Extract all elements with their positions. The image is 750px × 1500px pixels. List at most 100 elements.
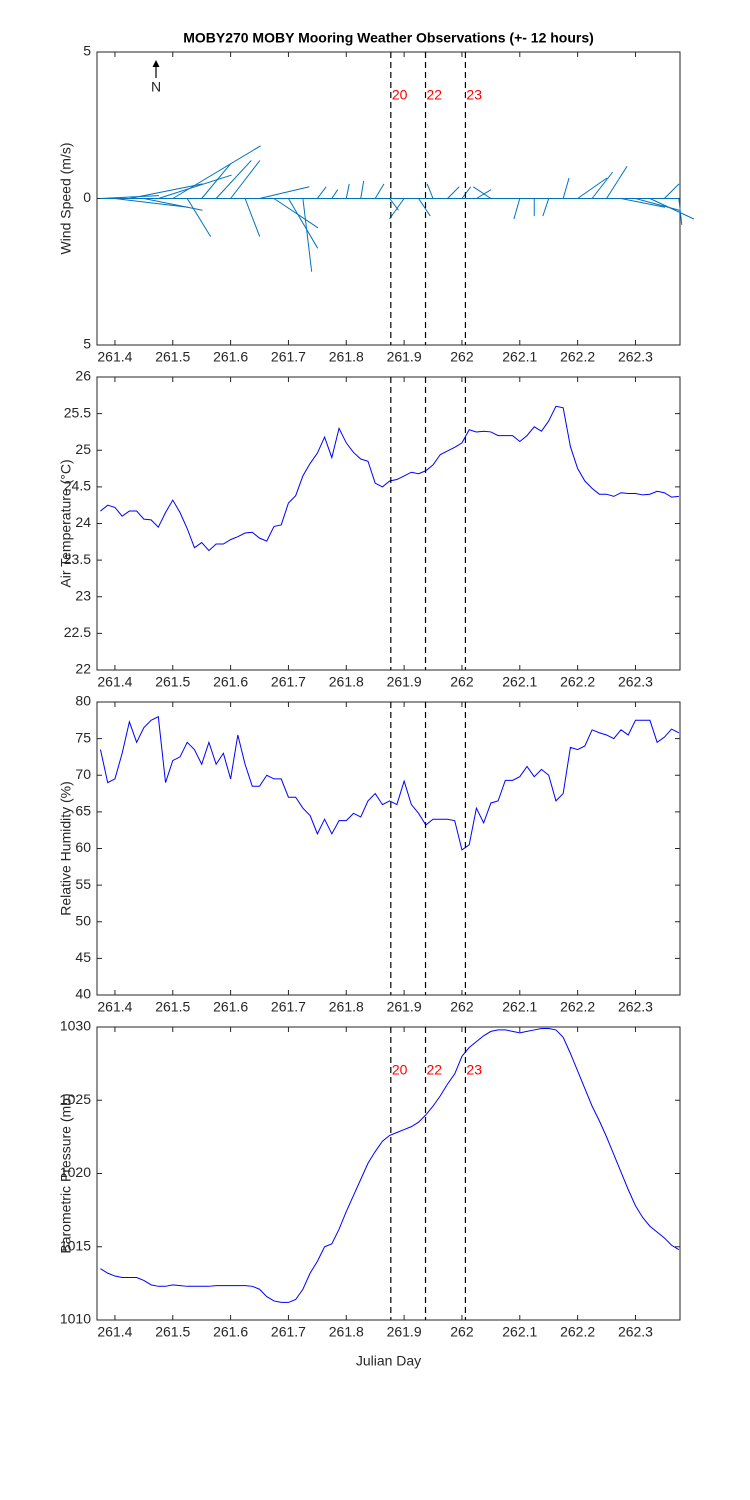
wind-stick [201, 163, 232, 199]
y-axis-label: Barometric Pressure (mb) [58, 1093, 74, 1253]
wind-stick [418, 198, 431, 217]
x-tick-label: 261.6 [213, 674, 248, 690]
wind-stick [158, 174, 232, 199]
y-tick-label: 1015 [60, 1237, 91, 1253]
x-tick-label: 261.9 [387, 999, 422, 1015]
x-tick-label: 261.9 [387, 349, 422, 365]
y-axis-label: Relative Humidity (%) [58, 781, 74, 916]
wind-stick [215, 160, 252, 199]
wind-stick [288, 198, 319, 249]
x-tick-label: 261.7 [271, 674, 306, 690]
y-tick-label: 40 [75, 986, 91, 1002]
y-tick-label: 24 [75, 514, 91, 530]
wind-stick [230, 160, 261, 199]
wind-stick [100, 195, 160, 199]
x-tick-label: 262.1 [502, 674, 537, 690]
wind-stick [664, 183, 680, 199]
wind-stick [360, 180, 365, 199]
y-tick-label: 70 [75, 766, 91, 782]
x-tick-label: 261.7 [271, 1324, 306, 1340]
x-tick-label: 262 [450, 1324, 474, 1340]
x-tick-label: 261.8 [329, 1324, 364, 1340]
x-tick-label: 262.3 [618, 349, 653, 365]
x-tick-label: 261.4 [97, 1324, 132, 1340]
y-axis-label: Wind Speed (m/s) [58, 142, 74, 254]
y-tick-label: 1010 [60, 1311, 91, 1327]
wind-stick [172, 145, 261, 199]
y-tick-label: 1030 [60, 1018, 91, 1034]
wind-stick [389, 198, 405, 220]
plot-frame [96, 1026, 681, 1321]
y-tick-label: 45 [75, 949, 91, 965]
event-label: 23 [466, 87, 482, 103]
y-tick-label: 75 [75, 729, 91, 745]
x-tick-label: 262.1 [502, 1324, 537, 1340]
x-tick-label: 261.5 [155, 999, 190, 1015]
x-tick-label: 261.8 [329, 349, 364, 365]
wind-stick [374, 183, 385, 199]
wind-stick [426, 183, 434, 199]
y-tick-label: 5 [83, 336, 91, 352]
y-tick-label: 23 [75, 587, 91, 603]
x-tick-label: 261.8 [329, 674, 364, 690]
x-tick-label: 261.9 [387, 674, 422, 690]
wind-stick [259, 186, 310, 199]
wind-stick [244, 198, 261, 237]
y-tick-label: 22 [75, 661, 91, 677]
event-label: 22 [427, 87, 443, 103]
x-tick-label: 262.2 [560, 674, 595, 690]
x-tick-label: 261.7 [271, 999, 306, 1015]
data-line [100, 1027, 680, 1303]
y-tick-label: 22.5 [64, 624, 91, 640]
y-tick-label: 1020 [60, 1164, 91, 1180]
wind-stick [331, 189, 339, 199]
x-tick-label: 261.4 [97, 349, 132, 365]
wind-stick [542, 198, 550, 217]
x-tick-label: 261.6 [213, 999, 248, 1015]
x-tick-label: 261.6 [213, 1324, 248, 1340]
x-tick-label: 261.8 [329, 999, 364, 1015]
x-tick-label: 262.1 [502, 999, 537, 1015]
wind-stick [649, 198, 695, 220]
wind-stick [513, 198, 521, 220]
x-tick-label: 262.3 [618, 674, 653, 690]
wind-stick [591, 171, 613, 199]
x-tick-label: 262 [450, 349, 474, 365]
x-tick-label: 261.4 [97, 999, 132, 1015]
chart-title: MOBY270 MOBY Mooring Weather Observation… [183, 30, 594, 46]
x-axis-label: Julian Day [356, 1353, 421, 1369]
wind-stick [186, 198, 212, 237]
wind-stick [461, 186, 472, 199]
wind-stick [129, 183, 203, 199]
x-tick-label: 262.2 [560, 999, 595, 1015]
wind-stick [473, 186, 492, 199]
x-tick-label: 261.5 [155, 349, 190, 365]
y-tick-label: 24.5 [64, 478, 91, 494]
plot-frame [96, 376, 681, 671]
x-tick-label: 262.2 [560, 349, 595, 365]
wind-stick [302, 198, 313, 272]
wind-stick [345, 183, 350, 199]
x-tick-label: 261.7 [271, 349, 306, 365]
x-tick-label: 262.3 [618, 1324, 653, 1340]
wind-stick [447, 186, 460, 199]
x-tick-label: 261.4 [97, 674, 132, 690]
wind-stick [620, 198, 666, 208]
x-tick-label: 262.3 [618, 999, 653, 1015]
y-tick-label: 0 [83, 189, 91, 205]
wind-stick [562, 177, 570, 199]
data-line [100, 405, 679, 552]
wind-stick [316, 186, 327, 199]
data-line [99, 715, 680, 851]
x-tick-label: 261.6 [213, 349, 248, 365]
event-label: 20 [392, 1062, 408, 1078]
x-tick-label: 262 [450, 999, 474, 1015]
event-label: 22 [427, 1062, 443, 1078]
y-tick-label: 25 [75, 441, 91, 457]
x-tick-label: 261.5 [155, 1324, 190, 1340]
x-tick-label: 262.2 [560, 1324, 595, 1340]
y-tick-label: 1025 [60, 1091, 91, 1107]
x-tick-label: 262.1 [502, 349, 537, 365]
north-arrow-head [152, 60, 160, 67]
